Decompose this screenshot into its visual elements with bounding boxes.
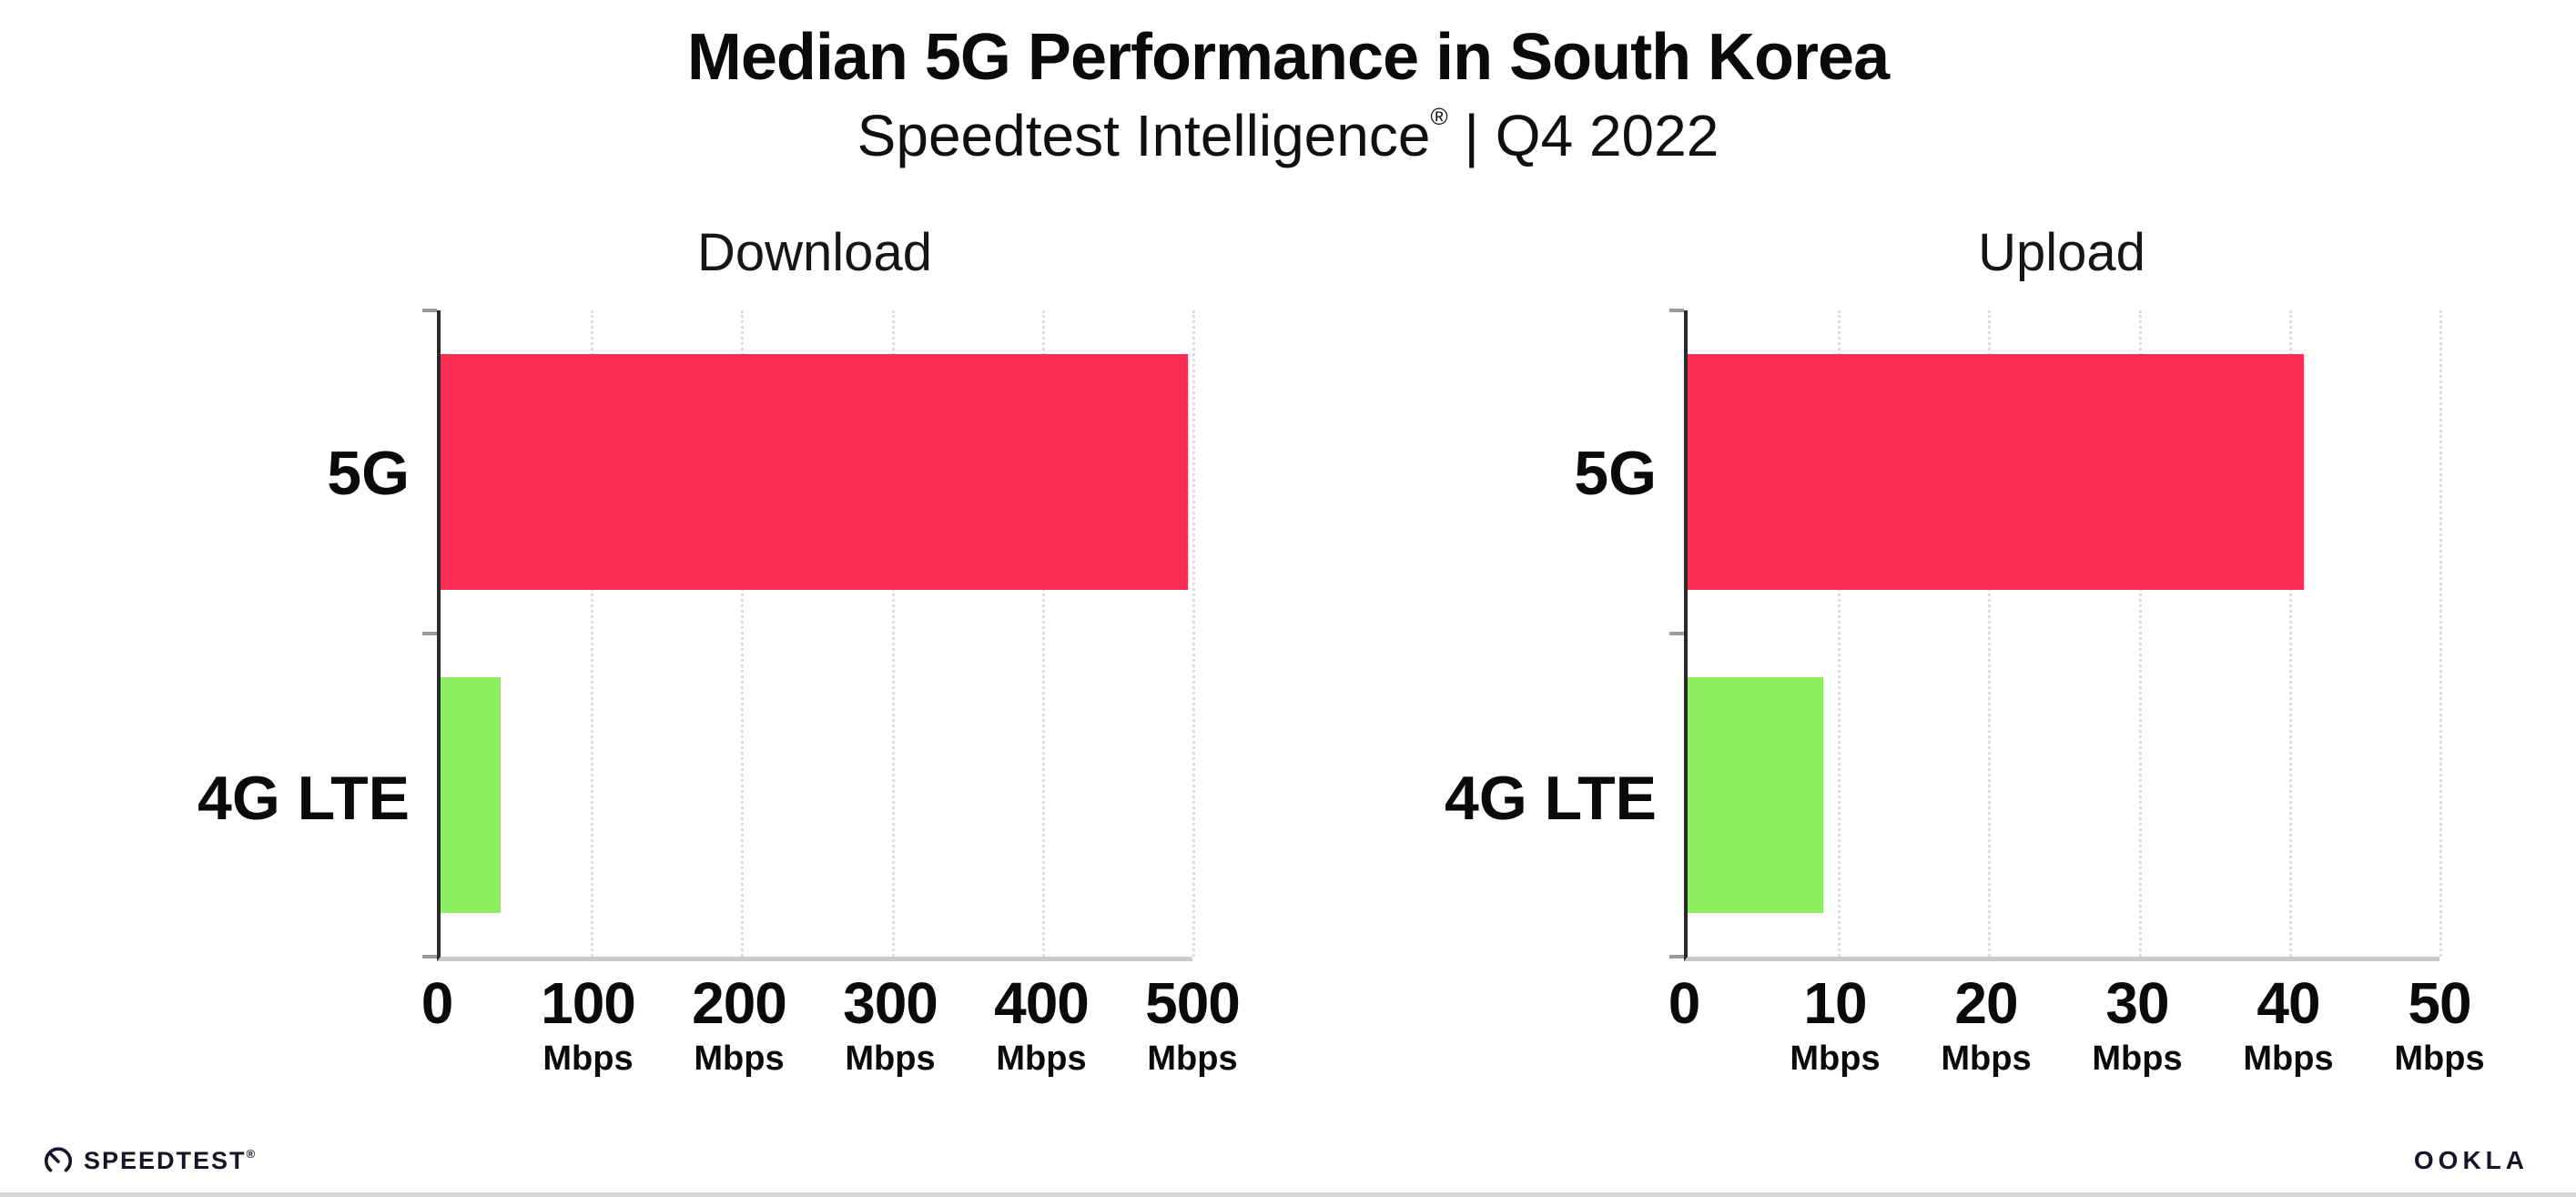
x-tick-value: 20 bbox=[1954, 970, 2018, 1036]
gridline bbox=[591, 310, 594, 957]
x-tick-label: 0 bbox=[1668, 970, 1701, 1036]
x-tick-value: 0 bbox=[1668, 970, 1701, 1036]
x-tick-label: 500 Mbps bbox=[1145, 970, 1241, 1079]
y-axis-tick-mark bbox=[1669, 632, 1684, 635]
y-axis-tick-mark bbox=[1669, 955, 1684, 959]
plot-area bbox=[1669, 309, 2442, 961]
x-tick-value: 0 bbox=[421, 970, 454, 1036]
y-axis-tick-mark bbox=[1669, 309, 1684, 312]
speedtest-logo: SPEEDTEST® bbox=[42, 1144, 255, 1177]
y-axis-tick-mark bbox=[422, 309, 437, 312]
chart-title: Download bbox=[697, 223, 932, 282]
y-category-label: 4G LTE bbox=[1445, 764, 1657, 834]
y-axis-tick-mark bbox=[422, 955, 437, 959]
x-tick-label: 40 Mbps bbox=[2243, 974, 2333, 1079]
x-tick-label: 400 Mbps bbox=[994, 970, 1090, 1079]
x-tick-unit: Mbps bbox=[2394, 1040, 2485, 1078]
plot-wrap: 0 100 Mbps 200 Mbps 300 Mbps 400 Mbps 500 Mbps bbox=[421, 309, 1241, 1111]
x-tick-value: 100 bbox=[541, 970, 636, 1036]
x-tick-value: 10 bbox=[1803, 970, 1867, 1036]
gridline bbox=[2288, 310, 2292, 957]
gridline bbox=[2439, 310, 2442, 957]
bar-5g bbox=[441, 353, 1189, 591]
x-tick-label: 300 Mbps bbox=[843, 974, 938, 1079]
subtitle-period: | Q4 2022 bbox=[1447, 103, 1719, 168]
x-tick-value: 300 bbox=[843, 970, 938, 1036]
footer: SPEEDTEST® OOKLA bbox=[42, 1144, 2529, 1177]
x-tick-label: 20 Mbps bbox=[1941, 974, 2031, 1079]
x-axis: 0 100 Mbps 200 Mbps 300 Mbps 400 Mbps 500 Mbps bbox=[421, 970, 1241, 1111]
bottom-border-line bbox=[0, 1192, 2576, 1197]
x-tick-unit: Mbps bbox=[2243, 1040, 2334, 1078]
x-tick-unit: Mbps bbox=[2092, 1040, 2183, 1078]
gridline bbox=[2138, 310, 2142, 957]
gridline bbox=[741, 310, 745, 957]
x-tick-label: 100 Mbps bbox=[541, 970, 636, 1079]
bar-row bbox=[1688, 310, 2439, 634]
bar-5g bbox=[1688, 353, 2305, 591]
y-category-label: 4G LTE bbox=[198, 764, 410, 834]
download-chart: Download 5G 4G LTE 0 100 Mbps 200 Mbps 300 Mbps… bbox=[137, 222, 1241, 1111]
charts-row: Download 5G 4G LTE 0 100 Mbps 200 Mbps 300 Mbps… bbox=[0, 222, 2576, 1111]
page-subtitle: Speedtest Intelligence® | Q4 2022 bbox=[0, 102, 2576, 169]
x-tick-unit: Mbps bbox=[996, 1040, 1087, 1078]
x-axis: 0 10 Mbps 20 Mbps 30 Mbps 40 Mbps 50 Mbps bbox=[1668, 974, 2485, 1111]
bar-4g-lte bbox=[441, 676, 502, 914]
gridline bbox=[1192, 310, 1195, 957]
gridline bbox=[1988, 310, 1992, 957]
speedtest-gauge-icon bbox=[44, 1147, 73, 1172]
ookla-logo: OOKLA bbox=[2413, 1146, 2529, 1174]
x-tick-value: 50 bbox=[2408, 970, 2471, 1036]
gridline bbox=[1041, 310, 1045, 957]
gridline bbox=[1838, 310, 1841, 957]
subtitle-brand: Speedtest Intelligence bbox=[857, 103, 1431, 168]
x-tick-value: 500 bbox=[1145, 970, 1241, 1036]
upload-chart: Upload 5G 4G LTE 0 10 Mbps 20 Mbps 30 Mbps 40 Mbp… bbox=[1384, 222, 2485, 1111]
x-tick-unit: Mbps bbox=[1941, 1040, 2032, 1078]
y-category-label: 5G bbox=[327, 438, 410, 508]
x-tick-value: 40 bbox=[2257, 970, 2320, 1036]
x-tick-unit: Mbps bbox=[1790, 1040, 1881, 1078]
y-category-label: 5G bbox=[1574, 438, 1657, 508]
x-tick-value: 200 bbox=[692, 970, 787, 1036]
header: Median 5G Performance in South Korea Spe… bbox=[0, 0, 2576, 169]
y-axis-tick-mark bbox=[422, 632, 437, 635]
x-tick-unit: Mbps bbox=[845, 1040, 936, 1078]
bar-4g-lte bbox=[1688, 676, 1823, 914]
x-tick-unit: Mbps bbox=[1147, 1040, 1238, 1078]
bar-row bbox=[441, 310, 1192, 634]
y-axis-labels: 5G 4G LTE bbox=[1384, 310, 1684, 961]
x-tick-label: 10 Mbps bbox=[1790, 974, 1880, 1079]
x-tick-label: 200 Mbps bbox=[692, 970, 787, 1079]
gridline bbox=[891, 310, 895, 957]
x-tick-value: 400 bbox=[994, 970, 1090, 1036]
x-tick-unit: Mbps bbox=[543, 1040, 634, 1078]
x-tick-label: 30 Mbps bbox=[2092, 974, 2182, 1079]
x-tick-value: 30 bbox=[2105, 970, 2169, 1036]
bar-row bbox=[441, 634, 1192, 957]
page-title: Median 5G Performance in South Korea bbox=[686, 21, 1890, 94]
plot-wrap: 0 10 Mbps 20 Mbps 30 Mbps 40 Mbps 50 Mbps bbox=[1668, 309, 2485, 1111]
x-tick-label: 50 Mbps bbox=[2394, 974, 2484, 1079]
x-tick-label: 0 bbox=[421, 970, 454, 1036]
bar-row bbox=[1688, 634, 2439, 957]
registered-mark: ® bbox=[1430, 103, 1448, 130]
speedtest-wordmark: SPEEDTEST® bbox=[84, 1147, 255, 1175]
speedtest-registered-mark: ® bbox=[246, 1146, 256, 1161]
speedtest-wordmark-text: SPEEDTEST bbox=[84, 1146, 247, 1174]
chart-title: Upload bbox=[1978, 223, 2145, 282]
x-tick-unit: Mbps bbox=[694, 1040, 785, 1078]
y-axis-labels: 5G 4G LTE bbox=[137, 310, 437, 961]
plot-area bbox=[422, 309, 1195, 961]
